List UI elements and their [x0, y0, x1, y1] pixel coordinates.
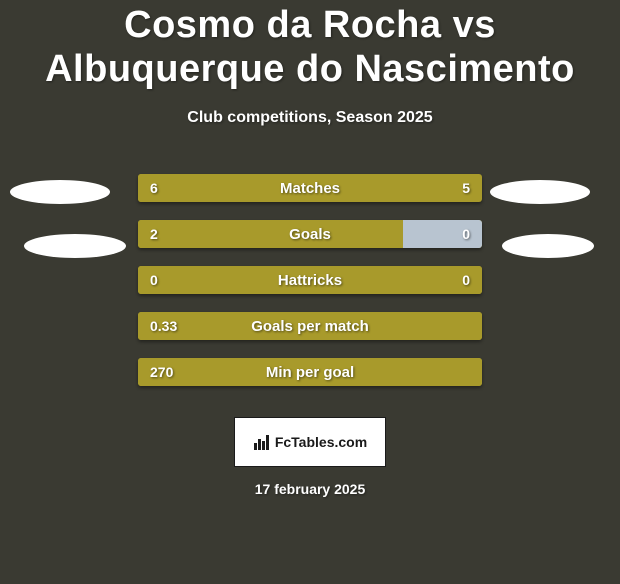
- bar-left-fill: [138, 358, 482, 386]
- bar-left-fill: [138, 266, 482, 294]
- player-oval: [490, 180, 590, 204]
- player-oval: [24, 234, 126, 258]
- chart-icon: [253, 433, 271, 451]
- date-line: 17 february 2025: [0, 481, 620, 497]
- bar-track: Goals per match0.33: [138, 312, 482, 340]
- logo-text: FcTables.com: [275, 434, 367, 450]
- bar-left-fill: [138, 312, 482, 340]
- bar-left-fill: [138, 220, 403, 248]
- bar-track: Matches65: [138, 174, 482, 202]
- player-oval: [10, 180, 110, 204]
- bar-track: Min per goal270: [138, 358, 482, 386]
- page-title: Cosmo da Rocha vs Albuquerque do Nascime…: [0, 4, 620, 91]
- bar-value-right: 5: [462, 174, 470, 202]
- bar-track: Hattricks00: [138, 266, 482, 294]
- player-oval: [502, 234, 594, 258]
- bar-track: Goals20: [138, 220, 482, 248]
- logo-box: FcTables.com: [234, 417, 386, 467]
- bar-left-fill: [138, 174, 325, 202]
- stat-row: Min per goal270: [0, 349, 620, 395]
- bar-right-fill: [403, 220, 482, 248]
- stat-row: Hattricks00: [0, 257, 620, 303]
- stat-row: Goals per match0.33: [0, 303, 620, 349]
- subtitle: Club competitions, Season 2025: [0, 109, 620, 127]
